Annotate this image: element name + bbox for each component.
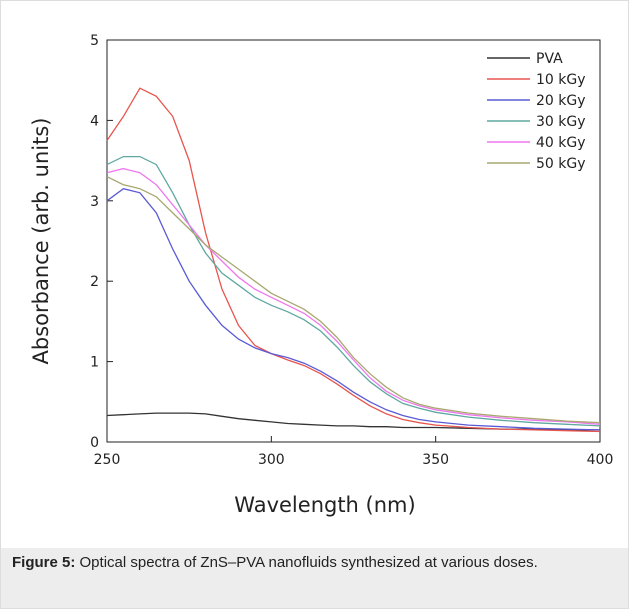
y-tick-label: 1 [90, 355, 99, 371]
y-tick-label: 4 [90, 113, 99, 129]
y-tick-label: 3 [90, 194, 99, 210]
series-line [106, 187, 601, 431]
x-tick-label: 250 [94, 452, 121, 468]
y-tick-label: 2 [90, 274, 99, 290]
caption-text: Optical spectra of ZnS–PVA nanofluids sy… [79, 554, 538, 571]
series-line [106, 87, 601, 433]
legend-label: 10 kGy [536, 72, 586, 88]
plot-frame [106, 39, 601, 443]
legend-label: 20 kGy [536, 93, 586, 109]
series-line [106, 176, 601, 424]
legend-label: 40 kGy [536, 135, 586, 151]
caption-label: Figure 5: [12, 554, 76, 571]
y-axis-label: Absorbance (arb. units) [29, 118, 53, 365]
x-tick-label: 300 [258, 452, 285, 468]
x-tick-label: 400 [587, 452, 614, 468]
x-axis-label: Wavelength (nm) [234, 493, 415, 517]
series-line [106, 412, 600, 431]
x-tick-label: 350 [422, 452, 449, 468]
legend-label: PVA [536, 51, 563, 67]
y-tick-label: 0 [90, 435, 99, 451]
chart: Wavelength (nm) Absorbance (arb. units) … [29, 33, 614, 517]
series-line [106, 167, 601, 425]
series-line [106, 155, 601, 427]
caption: Figure 5: Optical spectra of ZnS–PVA nan… [1, 548, 628, 608]
legend-label: 50 kGy [536, 156, 586, 172]
legend-label: 30 kGy [536, 114, 586, 130]
y-tick-label: 5 [90, 33, 99, 49]
